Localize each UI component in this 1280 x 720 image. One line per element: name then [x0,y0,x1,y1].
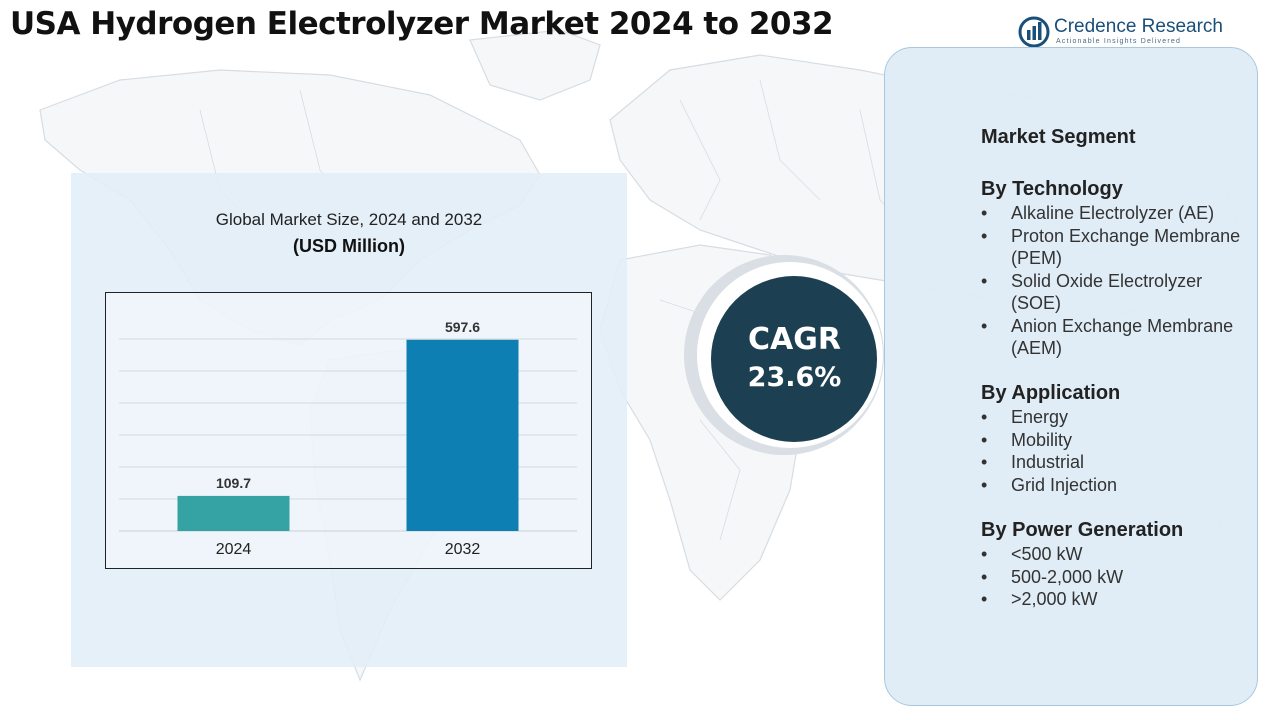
data-label-2024: 109.7 [216,475,251,491]
logo-name: Credence Research [1054,16,1223,37]
credence-research-logo: Credence Research Actionable Insights De… [1018,14,1228,50]
segment-item: • <500 kW [981,544,1083,564]
segment-group-title: By Application [981,382,1121,404]
segment-item: • >2,000 kW [981,589,1098,609]
logo-tagline: Actionable Insights Delivered [1056,38,1182,45]
segment-item-label: Mobility [1011,429,1073,450]
segment-item-label: Proton Exchange Membrane (PEM) [1011,225,1241,269]
cagr-circle [711,276,877,442]
segment-group-title: By Power Generation [981,519,1184,541]
bar-chart: 109.7 2024 597.6 2032 [105,292,592,569]
chart-subtitle: (USD Million) [293,236,405,256]
segment-item-label: Energy [1011,407,1069,427]
cagr-label: CAGR [748,322,841,357]
segment-item: • 500-2,000 kW [981,566,1124,587]
segment-item-label: Solid Oxide Electrolyzer (SOE) [1011,270,1203,314]
segment-group-technology: By Technology • Alkaline Electrolyzer (AE… [981,178,1251,360]
segment-item: • Solid Oxide Electrolyzer (SOE) [981,270,1203,314]
logo-bar-chart-icon [1018,16,1050,48]
segment-item: • Alkaline Electrolyzer (AE) [981,203,1215,223]
market-segment-panel: Market Segment By Technology • Alkaline E… [884,47,1258,706]
cagr-ring [684,255,884,455]
x-tick-label-2032: 2032 [445,541,481,558]
segment-group-title: By Technology [981,178,1123,200]
segment-item-label: <500 kW [1011,544,1083,564]
segment-item-label: >2,000 kW [1011,589,1098,609]
market-segment-heading: Market Segment [981,126,1136,148]
segment-item: • Proton Exchange Membrane (PEM) [981,225,1241,269]
segment-item: • Anion Exchange Membrane (AEM) [981,315,1234,359]
segment-item: • Energy [981,407,1069,427]
segment-item-label: Industrial [1011,452,1085,472]
segment-item: • Mobility [981,429,1073,450]
bar-2024 [177,495,290,531]
segment-group-application: By Application • Energy • Mobility • Indust… [981,382,1251,496]
segment-item-label: Grid Injection [1011,474,1118,495]
bar-2032 [406,339,519,531]
chart-title: Global Market Size, 2024 and 2032 [215,210,483,229]
chart-panel: Global Market Size, 2024 and 2032 (USD M… [71,173,627,667]
segment-item-label: Anion Exchange Membrane (AEM) [1011,315,1234,359]
page-title: USA Hydrogen Electrolyzer Market 2024 to… [10,6,834,42]
segment-item-label: Alkaline Electrolyzer (AE) [1011,203,1215,223]
data-label-2032: 597.6 [445,319,480,335]
segment-group-power-generation: By Power Generation • <500 kW • 500-2,000 … [981,519,1251,611]
segment-item: • Grid Injection [981,474,1118,495]
segment-item: • Industrial [981,452,1085,472]
segment-item-label: 500-2,000 kW [1011,566,1124,587]
x-tick-label-2024: 2024 [216,541,252,558]
cagr-value: 23.6% [747,362,842,393]
